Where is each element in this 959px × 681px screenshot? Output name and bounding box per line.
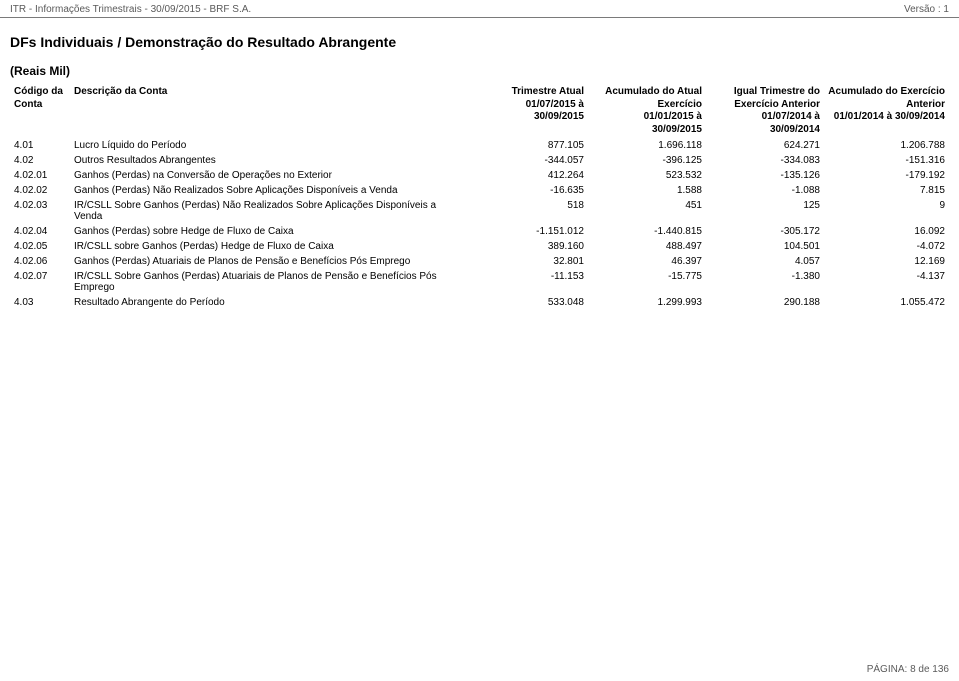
header-bar: ITR - Informações Trimestrais - 30/09/20… [0, 0, 959, 17]
cell-v2: -396.125 [588, 153, 706, 168]
cell-code: 4.02 [10, 153, 70, 168]
cell-v3: -334.083 [706, 153, 824, 168]
statement-table: Código da Conta Descrição da Conta Trime… [10, 84, 949, 310]
cell-v2: 1.299.993 [588, 295, 706, 310]
cell-v3: 624.271 [706, 138, 824, 153]
cell-v4: -4.072 [824, 239, 949, 254]
cell-v2: -15.775 [588, 269, 706, 295]
table-body: 4.01 Lucro Líquido do Período 877.105 1.… [10, 138, 949, 310]
cell-desc: IR/CSLL Sobre Ganhos (Perdas) Atuariais … [70, 269, 470, 295]
table-row: 4.03 Resultado Abrangente do Período 533… [10, 295, 949, 310]
cell-v4: -179.192 [824, 168, 949, 183]
cell-desc: Ganhos (Perdas) Atuariais de Planos de P… [70, 254, 470, 269]
cell-v4: 16.092 [824, 224, 949, 239]
cell-desc: IR/CSLL Sobre Ganhos (Perdas) Não Realiz… [70, 198, 470, 224]
cell-code: 4.02.03 [10, 198, 70, 224]
cell-code: 4.02.04 [10, 224, 70, 239]
table-row: 4.02 Outros Resultados Abrangentes -344.… [10, 153, 949, 168]
cell-v3: -305.172 [706, 224, 824, 239]
cell-desc: Ganhos (Perdas) sobre Hedge de Fluxo de … [70, 224, 470, 239]
cell-v1: 32.801 [470, 254, 588, 269]
cell-v4: 7.815 [824, 183, 949, 198]
cell-v1: -16.635 [470, 183, 588, 198]
table-row: 4.02.06 Ganhos (Perdas) Atuariais de Pla… [10, 254, 949, 269]
cell-desc: Outros Resultados Abrangentes [70, 153, 470, 168]
cell-v1: 412.264 [470, 168, 588, 183]
cell-v3: -1.088 [706, 183, 824, 198]
cell-v3: 104.501 [706, 239, 824, 254]
cell-v2: 523.532 [588, 168, 706, 183]
cell-v2: 488.497 [588, 239, 706, 254]
header-right: Versão : 1 [904, 4, 949, 15]
table-row: 4.02.05 IR/CSLL sobre Ganhos (Perdas) He… [10, 239, 949, 254]
header-divider [0, 17, 959, 18]
table-head: Código da Conta Descrição da Conta Trime… [10, 84, 949, 138]
cell-v1: 533.048 [470, 295, 588, 310]
cell-v2: 451 [588, 198, 706, 224]
cell-v2: 46.397 [588, 254, 706, 269]
cell-v1: 389.160 [470, 239, 588, 254]
col-period-1: Trimestre Atual 01/07/2015 à 30/09/2015 [470, 84, 588, 138]
page-footer: PÁGINA: 8 de 136 [867, 664, 949, 675]
content: DFs Individuais / Demonstração do Result… [0, 34, 959, 310]
cell-code: 4.02.01 [10, 168, 70, 183]
cell-v2: 1.588 [588, 183, 706, 198]
cell-v1: -11.153 [470, 269, 588, 295]
cell-code: 4.02.05 [10, 239, 70, 254]
cell-v1: 877.105 [470, 138, 588, 153]
cell-v1: -1.151.012 [470, 224, 588, 239]
table-row: 4.02.03 IR/CSLL Sobre Ganhos (Perdas) Nã… [10, 198, 949, 224]
cell-v1: 518 [470, 198, 588, 224]
cell-code: 4.02.06 [10, 254, 70, 269]
cell-desc: Lucro Líquido do Período [70, 138, 470, 153]
page-title: DFs Individuais / Demonstração do Result… [10, 34, 949, 50]
table-row: 4.02.04 Ganhos (Perdas) sobre Hedge de F… [10, 224, 949, 239]
cell-v4: -4.137 [824, 269, 949, 295]
unit-subtitle: (Reais Mil) [10, 64, 949, 78]
cell-v3: 125 [706, 198, 824, 224]
table-row: 4.02.07 IR/CSLL Sobre Ganhos (Perdas) At… [10, 269, 949, 295]
table-row: 4.02.01 Ganhos (Perdas) na Conversão de … [10, 168, 949, 183]
cell-desc: Ganhos (Perdas) na Conversão de Operaçõe… [70, 168, 470, 183]
cell-code: 4.03 [10, 295, 70, 310]
table-row: 4.02.02 Ganhos (Perdas) Não Realizados S… [10, 183, 949, 198]
table-row: 4.01 Lucro Líquido do Período 877.105 1.… [10, 138, 949, 153]
cell-v4: 12.169 [824, 254, 949, 269]
col-desc: Descrição da Conta [70, 84, 470, 138]
cell-v2: 1.696.118 [588, 138, 706, 153]
cell-v3: 4.057 [706, 254, 824, 269]
cell-desc: IR/CSLL sobre Ganhos (Perdas) Hedge de F… [70, 239, 470, 254]
cell-v4: 1.055.472 [824, 295, 949, 310]
header-left: ITR - Informações Trimestrais - 30/09/20… [10, 4, 251, 15]
col-period-4: Acumulado do Exercício Anterior 01/01/20… [824, 84, 949, 138]
cell-v4: 1.206.788 [824, 138, 949, 153]
cell-v1: -344.057 [470, 153, 588, 168]
cell-desc: Ganhos (Perdas) Não Realizados Sobre Apl… [70, 183, 470, 198]
cell-desc: Resultado Abrangente do Período [70, 295, 470, 310]
cell-code: 4.02.02 [10, 183, 70, 198]
cell-code: 4.01 [10, 138, 70, 153]
col-period-3: Igual Trimestre do Exercício Anterior 01… [706, 84, 824, 138]
cell-v3: -135.126 [706, 168, 824, 183]
col-code: Código da Conta [10, 84, 70, 138]
cell-v4: 9 [824, 198, 949, 224]
cell-v2: -1.440.815 [588, 224, 706, 239]
cell-v4: -151.316 [824, 153, 949, 168]
cell-code: 4.02.07 [10, 269, 70, 295]
col-period-2: Acumulado do Atual Exercício 01/01/2015 … [588, 84, 706, 138]
cell-v3: -1.380 [706, 269, 824, 295]
cell-v3: 290.188 [706, 295, 824, 310]
